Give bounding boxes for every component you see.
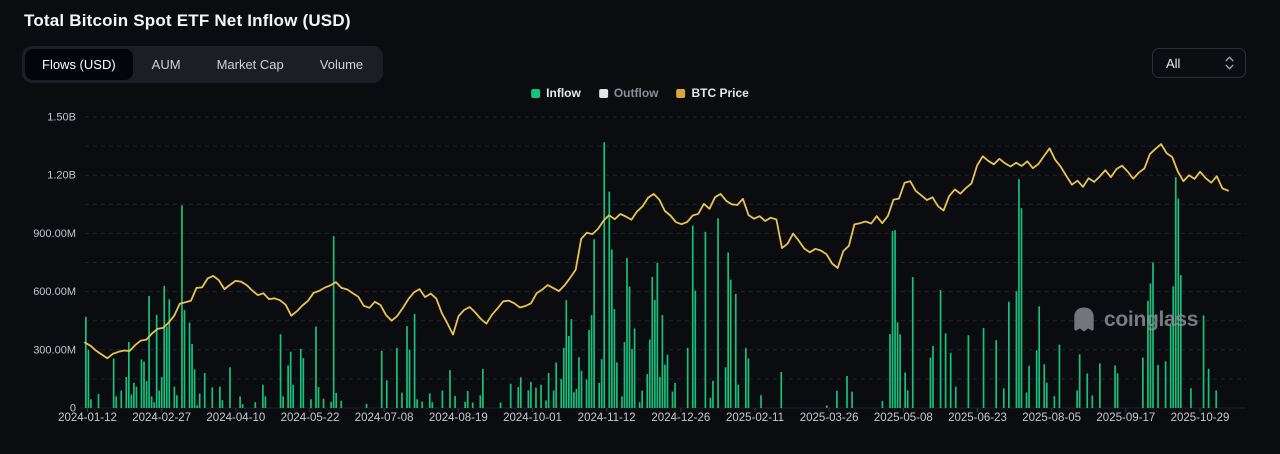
btc-price-line[interactable] <box>84 143 1229 360</box>
svg-text:1.50B: 1.50B <box>47 112 76 124</box>
outflow-swatch-icon <box>598 88 608 98</box>
svg-text:2025-03-26: 2025-03-26 <box>800 412 859 424</box>
svg-text:300.00M: 300.00M <box>33 344 76 356</box>
legend-label: Inflow <box>546 86 581 100</box>
page-title: Total Bitcoin Spot ETF Net Inflow (USD) <box>24 11 351 30</box>
legend-item-btc-price[interactable]: BTC Price <box>676 86 749 100</box>
svg-text:2025-06-23: 2025-06-23 <box>948 412 1007 424</box>
y-axis-labels: 0 300.00M 600.00M 900.00M 1.20B 1.50B <box>33 112 76 415</box>
svg-text:2024-10-01: 2024-10-01 <box>503 412 562 424</box>
svg-text:2024-04-10: 2024-04-10 <box>206 412 265 424</box>
tab-market-cap[interactable]: Market Cap <box>200 49 301 80</box>
svg-text:2024-08-19: 2024-08-19 <box>429 412 488 424</box>
svg-text:600.00M: 600.00M <box>33 286 76 298</box>
view-tabs: Flows (USD) AUM Market Cap Volume <box>22 46 384 83</box>
legend-item-outflow[interactable]: Outflow <box>598 86 659 100</box>
svg-text:2025-10-29: 2025-10-29 <box>1171 412 1230 424</box>
range-select-value: All <box>1166 55 1181 71</box>
coinglass-watermark-icon <box>1074 307 1094 332</box>
svg-text:2025-08-05: 2025-08-05 <box>1022 412 1081 424</box>
svg-text:2024-01-12: 2024-01-12 <box>58 412 117 424</box>
legend-item-inflow[interactable]: Inflow <box>531 86 581 100</box>
btc-price-swatch-icon <box>676 88 686 98</box>
svg-text:0: 0 <box>70 403 76 415</box>
chart-legend: Inflow Outflow BTC Price <box>531 86 749 100</box>
tab-volume[interactable]: Volume <box>303 49 380 80</box>
select-chevrons-icon <box>1225 56 1234 70</box>
svg-text:2024-07-08: 2024-07-08 <box>355 412 414 424</box>
inflow-bars[interactable] <box>85 142 1218 408</box>
svg-text:2024-12-26: 2024-12-26 <box>651 412 710 424</box>
svg-text:1.20B: 1.20B <box>47 170 76 182</box>
x-axis-labels: 2024-01-12 2024-02-27 2024-04-10 2024-05-22… <box>58 412 1229 424</box>
legend-label: BTC Price <box>691 86 749 100</box>
svg-text:2025-02-11: 2025-02-11 <box>726 412 784 424</box>
legend-label: Outflow <box>613 86 659 100</box>
svg-text:2025-09-17: 2025-09-17 <box>1096 412 1155 424</box>
svg-text:2024-11-12: 2024-11-12 <box>578 412 636 424</box>
flows-chart-svg[interactable]: 0 300.00M 600.00M 900.00M 1.20B 1.50B 2024-01-… <box>0 96 1280 440</box>
x-axis-ticks <box>87 408 1201 412</box>
svg-text:2024-02-27: 2024-02-27 <box>132 412 191 424</box>
coinglass-watermark-label: coinglass <box>1104 307 1199 331</box>
inflow-swatch-icon <box>531 88 541 98</box>
tab-flows-usd[interactable]: Flows (USD) <box>25 49 133 80</box>
svg-text:900.00M: 900.00M <box>33 228 76 240</box>
tab-aum[interactable]: AUM <box>135 49 198 80</box>
gridlines <box>85 116 1246 380</box>
range-select[interactable]: All <box>1152 48 1246 78</box>
coinglass-watermark: coinglass <box>1072 306 1198 333</box>
svg-text:2024-05-22: 2024-05-22 <box>281 412 340 424</box>
svg-text:2025-05-08: 2025-05-08 <box>874 412 933 424</box>
